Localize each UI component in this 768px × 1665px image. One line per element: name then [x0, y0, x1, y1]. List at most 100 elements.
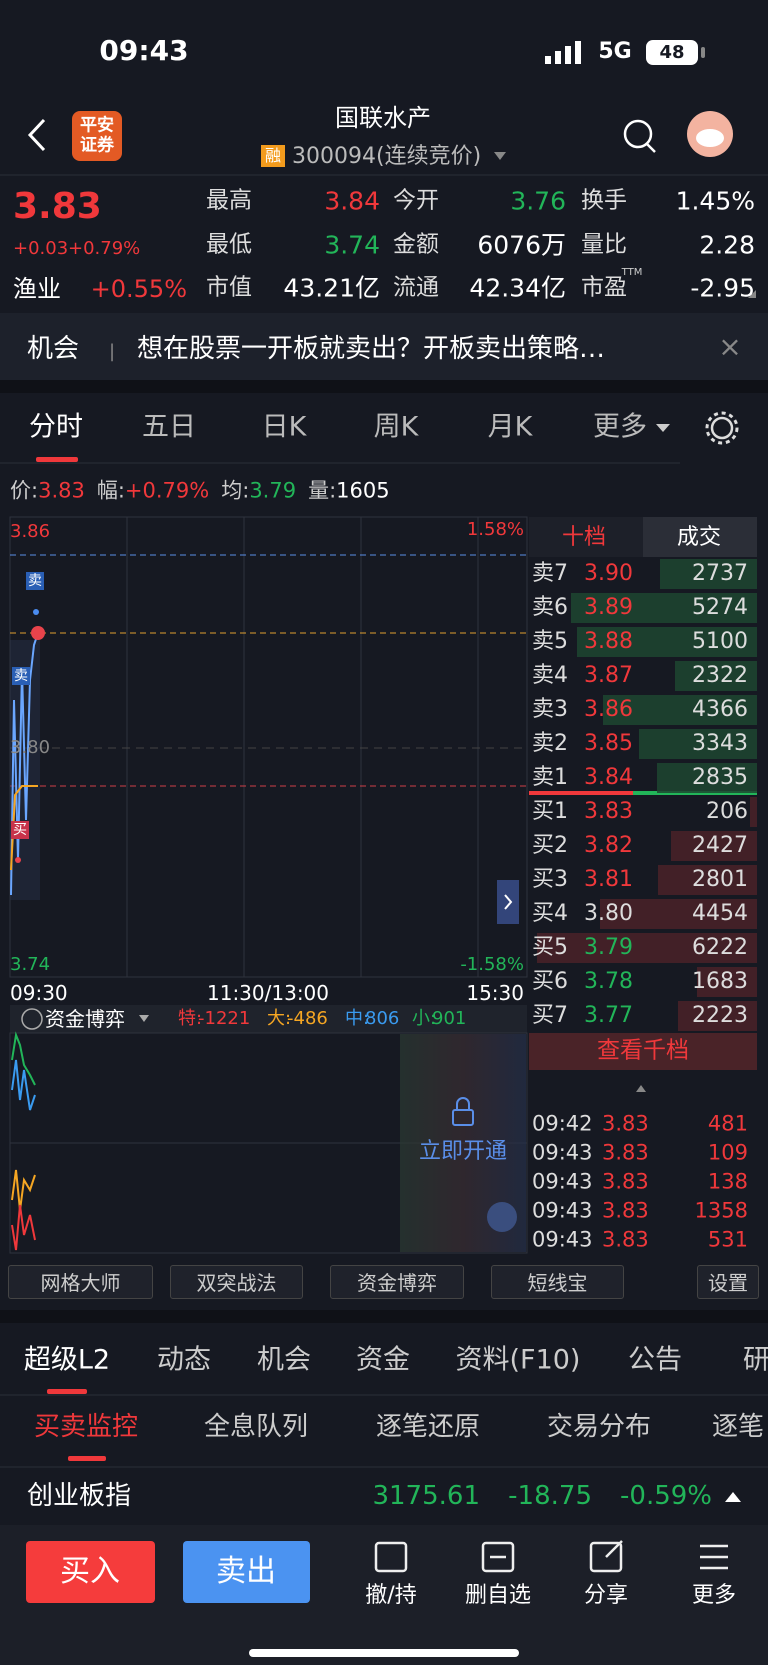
change: +0.03: [13, 238, 69, 259]
search-icon-handle[interactable]: [646, 143, 656, 153]
sell-button[interactable]: [183, 1541, 310, 1603]
fullscreen-icon[interactable]: [487, 1202, 517, 1232]
ob-price: 3.81: [584, 867, 633, 892]
chart-tab[interactable]: 五日: [142, 411, 196, 443]
tool-button[interactable]: 网格大师: [8, 1265, 153, 1299]
sub-tab[interactable]: 逐笔还原: [375, 1412, 481, 1442]
field-label: 最低: [206, 231, 252, 258]
logo-box: [72, 111, 122, 161]
info-icon[interactable]: [21, 1008, 43, 1030]
scroll-up[interactable]: [636, 1085, 646, 1092]
more-arrow[interactable]: [656, 424, 670, 432]
axis-label: 3.74: [10, 954, 51, 975]
banner-sep: |: [108, 341, 116, 362]
fund-dropdown[interactable]: [139, 1015, 149, 1022]
volume-bar: [537, 933, 757, 963]
field-value: 43.21亿: [283, 273, 380, 303]
index-change-pct: -0.59%: [620, 1481, 712, 1511]
action-label[interactable]: 更多: [691, 1583, 737, 1608]
tool-button[interactable]: 双突战法: [170, 1265, 303, 1299]
chart-tab[interactable]: 月K: [487, 411, 533, 443]
chart-tab[interactable]: 日K: [261, 411, 307, 443]
fund-trace: [11, 1204, 36, 1251]
lock-icon: [452, 1109, 474, 1126]
sub-tab[interactable]: 交易分布: [546, 1412, 652, 1442]
axis-label: 3.86: [10, 521, 51, 542]
detail-tab[interactable]: 公告: [628, 1344, 682, 1376]
more-levels[interactable]: 查看千档: [597, 1037, 689, 1064]
banner-close[interactable]: ×: [718, 330, 742, 363]
ob-label: 买5: [532, 935, 568, 960]
sub-tab[interactable]: 买卖监控: [33, 1412, 139, 1442]
tool-button[interactable]: 短线宝: [491, 1265, 624, 1299]
ob-tab[interactable]: 十档: [561, 525, 607, 550]
trade-volume: 481: [707, 1111, 748, 1136]
unlock[interactable]: 立即开通: [418, 1139, 508, 1164]
detail-tab[interactable]: 资金: [356, 1344, 410, 1376]
battery-icon: [646, 40, 698, 65]
ob-volume: 3343: [692, 731, 748, 756]
sell-label[interactable]: 卖出: [216, 1554, 276, 1589]
home-indicator: [249, 1649, 519, 1657]
search-icon[interactable]: [623, 119, 653, 149]
ob-label: 卖4: [532, 663, 568, 688]
detail-tab[interactable]: 动态: [157, 1344, 211, 1376]
tool-button[interactable]: 设置: [697, 1265, 759, 1299]
chart-tab[interactable]: 周K: [373, 411, 419, 443]
ob-tab[interactable]: 成交: [676, 525, 722, 550]
info-value: +0.79%: [124, 478, 210, 503]
index-name: 创业板指: [27, 1481, 132, 1511]
sector: 渔业: [13, 275, 61, 303]
buy-button[interactable]: [26, 1541, 155, 1603]
detail-tab[interactable]: 研报: [743, 1344, 768, 1376]
detail-tab[interactable]: 超级L2: [23, 1344, 111, 1376]
fund-label: 特:: [178, 1008, 203, 1029]
more-bg: [529, 1033, 757, 1070]
trade-volume: 109: [707, 1140, 748, 1165]
tab-underline: [36, 457, 78, 462]
volume-bar: [660, 559, 757, 589]
settings-icon-teeth[interactable]: [705, 411, 739, 445]
detail-tab[interactable]: 机会: [257, 1344, 311, 1376]
ob-volume: 5274: [692, 595, 748, 620]
axis-label: 3.80: [10, 737, 51, 758]
avatar-face: [696, 129, 724, 147]
expand-tab[interactable]: [497, 880, 519, 924]
action-icons: [374, 1540, 728, 1573]
action-label[interactable]: 撤/持: [365, 1583, 417, 1608]
expand-arrow[interactable]: [504, 894, 513, 910]
dropdown-icon[interactable]: [494, 152, 506, 160]
logo-text: 证券: [80, 135, 114, 156]
volume-bar: [697, 967, 757, 997]
ob-price: 3.84: [584, 765, 633, 790]
ob-volume: 2737: [692, 561, 748, 586]
time-label: 15:30: [466, 981, 524, 1005]
gap: [0, 1310, 768, 1323]
settings-icon[interactable]: [710, 416, 734, 440]
back-icon[interactable]: [27, 118, 46, 152]
sub-tab[interactable]: 逐笔: [712, 1412, 765, 1442]
time-label: 11:30/13:00: [206, 981, 330, 1005]
info-label: 量:: [308, 478, 337, 503]
ob-label: 卖3: [532, 697, 568, 722]
lock-shackle: [456, 1097, 470, 1110]
time: 09:43: [99, 34, 189, 67]
fund-label: 大:: [267, 1008, 292, 1029]
chart-tab[interactable]: 分时: [29, 411, 83, 443]
index-toggle[interactable]: [725, 1492, 741, 1502]
action-label[interactable]: 删自选: [464, 1583, 532, 1608]
ob-label: 买1: [532, 799, 568, 824]
ob-volume: 206: [706, 799, 748, 824]
sub-tab[interactable]: 全息队列: [203, 1412, 309, 1442]
ob-volume: 4454: [692, 901, 748, 926]
ob-volume: 4366: [692, 697, 748, 722]
chart-tab[interactable]: 更多: [593, 411, 647, 443]
buy-label[interactable]: 买入: [60, 1554, 120, 1589]
field-label: 量比: [581, 231, 627, 258]
index-value: 3175.61: [372, 1481, 480, 1511]
tool-button[interactable]: 资金博弈: [330, 1265, 464, 1299]
detail-tab[interactable]: 资料(F10): [455, 1344, 581, 1376]
action-label[interactable]: 分享: [583, 1583, 629, 1608]
trade-time: 09:43: [532, 1169, 593, 1194]
